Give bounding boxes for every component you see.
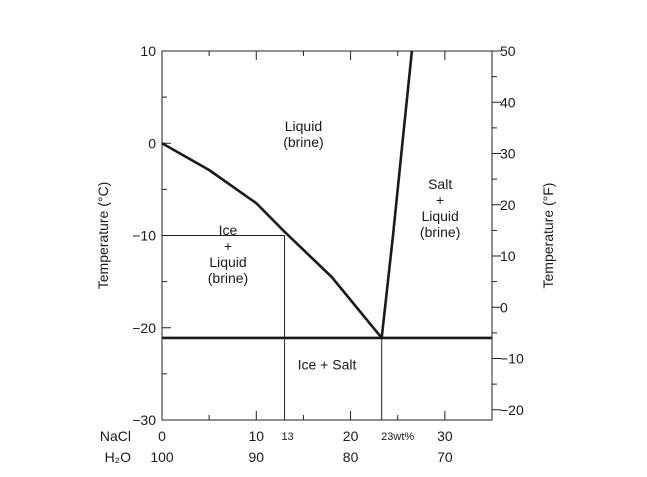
region-label: (brine) bbox=[283, 134, 323, 150]
region-label: Liquid bbox=[285, 118, 322, 134]
region-label: (brine) bbox=[208, 270, 248, 286]
y-left-tick-label: −10 bbox=[132, 228, 156, 244]
x-row-name: H₂O bbox=[105, 449, 132, 465]
y-right-tick-label: 50 bbox=[500, 43, 516, 59]
y-right-tick-label: 40 bbox=[500, 94, 516, 110]
region-label: + bbox=[436, 192, 444, 208]
region-label: Liquid bbox=[209, 254, 246, 270]
x-tick-label: 80 bbox=[343, 449, 359, 465]
region-label: (brine) bbox=[420, 224, 460, 240]
region-label: Ice + Salt bbox=[298, 357, 357, 373]
region-label: + bbox=[224, 238, 232, 254]
y-right-tick-label: −20 bbox=[500, 402, 524, 418]
phase-boundaries bbox=[161, 50, 492, 340]
x-row-name: NaCl bbox=[100, 428, 131, 444]
y-left-tick-label: 0 bbox=[148, 135, 156, 151]
x-tick-label: 0 bbox=[158, 428, 166, 444]
phase-boundary-line bbox=[161, 142, 383, 339]
y-right-tick-label: 20 bbox=[500, 197, 516, 213]
y-right-tick-label: 30 bbox=[500, 146, 516, 162]
y-left-tick-label: 10 bbox=[140, 43, 156, 59]
y-right-tick-label: 10 bbox=[500, 248, 516, 264]
y-left-axis-title: Temperature (°C) bbox=[95, 182, 111, 290]
chart-labels: 13 23wt%Liquid(brine)Ice+Liquid(brine)Sal… bbox=[208, 118, 461, 443]
x-tick-label: 20 bbox=[343, 428, 359, 444]
y-right-tick-label: −10 bbox=[500, 351, 524, 367]
guide-line bbox=[162, 235, 286, 420]
x-tick-label: 90 bbox=[248, 449, 264, 465]
y-left-tick-label: −20 bbox=[132, 320, 156, 336]
x-tick-label: 30 bbox=[437, 428, 453, 444]
guide-lines bbox=[162, 235, 383, 420]
y-left-tick-label: −30 bbox=[132, 412, 156, 428]
x-tick-label: 70 bbox=[437, 449, 453, 465]
phase-boundary-line bbox=[380, 50, 414, 339]
region-label: Ice bbox=[219, 222, 238, 238]
axes: 100−10−20−3050403020100−10−20Temperature… bbox=[95, 43, 556, 465]
y-right-tick-label: 0 bbox=[500, 299, 508, 315]
composition-annotation: 13 bbox=[281, 431, 293, 443]
region-label: Liquid bbox=[421, 208, 458, 224]
region-label: Salt bbox=[428, 176, 452, 192]
x-tick-label: 100 bbox=[150, 449, 174, 465]
composition-annotation: 23wt% bbox=[381, 431, 414, 443]
y-right-axis-title: Temperature (°F) bbox=[540, 183, 556, 289]
x-tick-label: 10 bbox=[248, 428, 264, 444]
